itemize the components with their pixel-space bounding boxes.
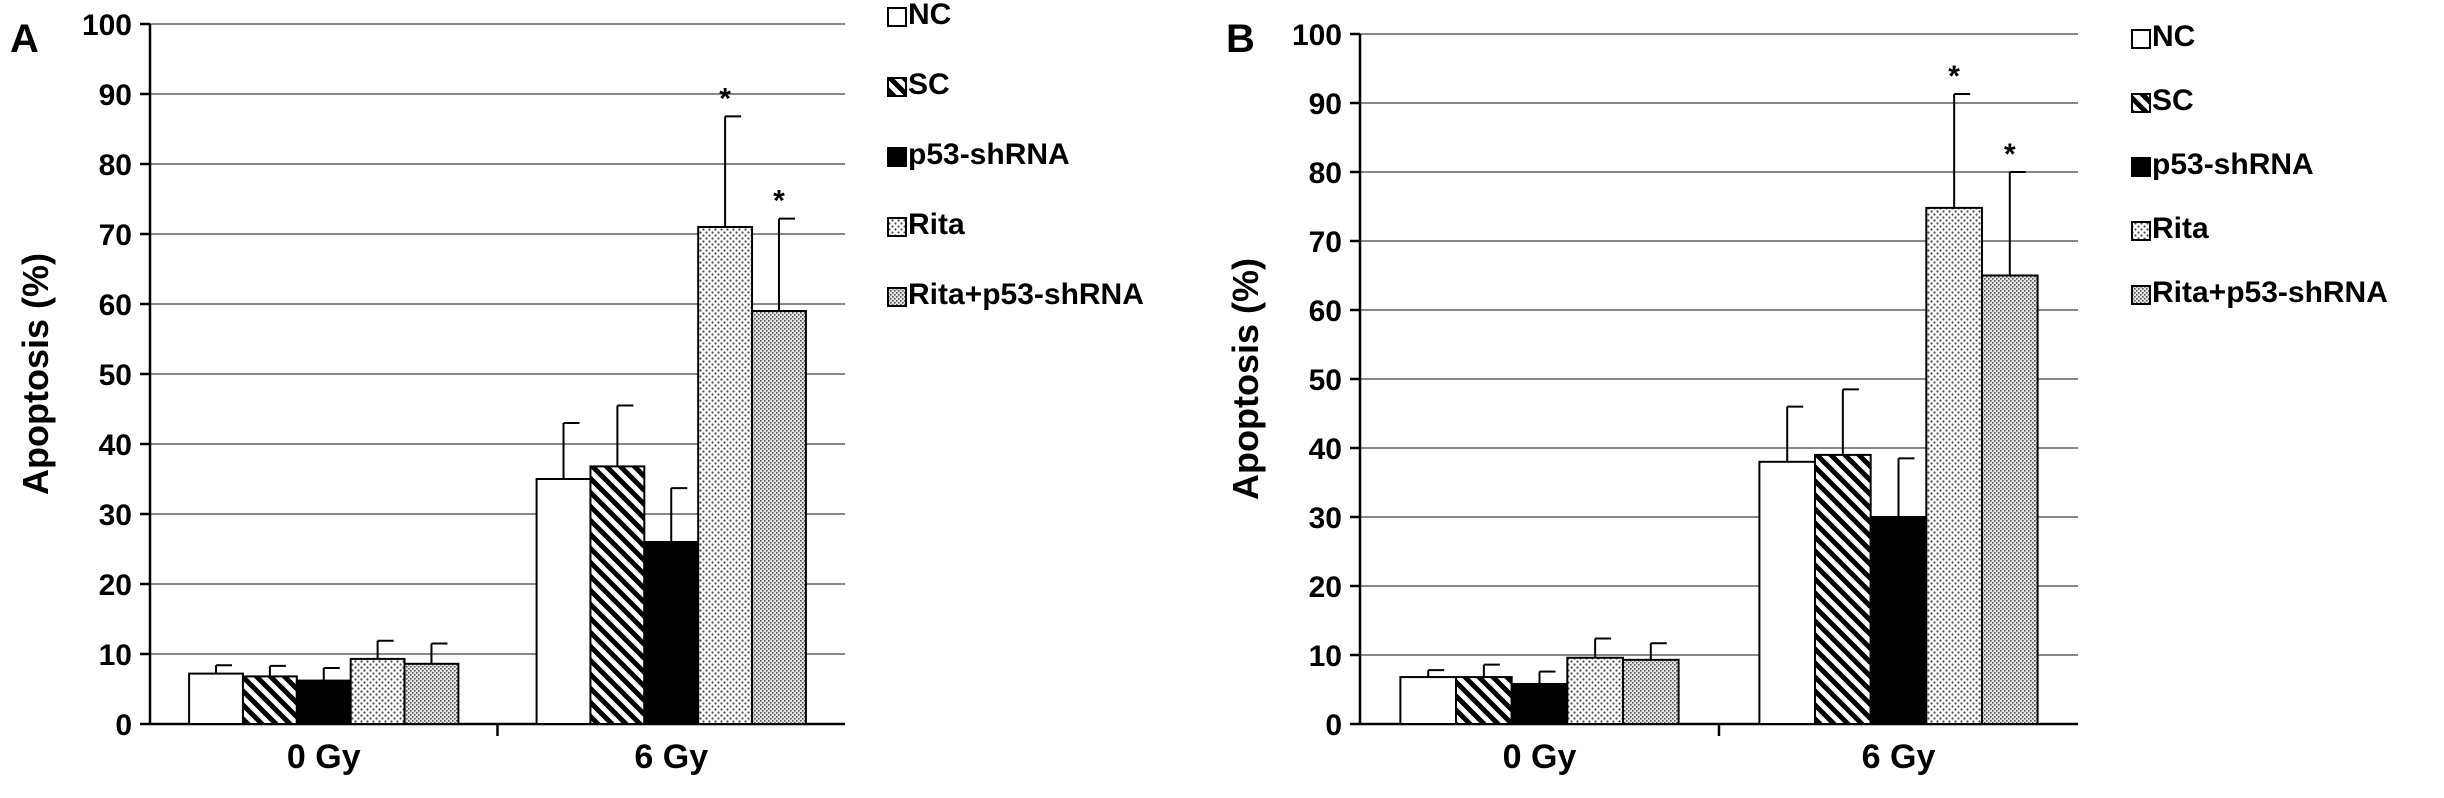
legend-swatch bbox=[2131, 221, 2151, 241]
bar-rita-p53-shrna-6gy bbox=[1980, 274, 2039, 725]
y-tick-label: 80 bbox=[1309, 157, 1342, 190]
y-tick-label: 20 bbox=[1309, 571, 1342, 604]
y-tick-label: 40 bbox=[99, 429, 132, 462]
y-tick-label: 90 bbox=[1309, 88, 1342, 121]
legend-label: NC bbox=[908, 0, 951, 31]
chart-panel-a: A 0 10 20 30 40 50 60 70 80 90 100 Apoptosis (%) 0 Gy… bbox=[10, 0, 1144, 776]
legend-swatch bbox=[887, 7, 907, 27]
y-tick-label: 50 bbox=[1309, 364, 1342, 397]
legend-swatch bbox=[2131, 285, 2151, 305]
legend-swatch bbox=[2131, 157, 2151, 177]
legend-label: p53-shRNA bbox=[908, 138, 1070, 171]
y-tick-label: 30 bbox=[1309, 502, 1342, 535]
y-tick-label: 80 bbox=[99, 149, 132, 182]
bar-nc-0gy bbox=[1399, 676, 1458, 726]
chart-svg-a: A 0 10 20 30 40 50 60 70 80 90 100 Apoptosis (%) 0 Gy… bbox=[10, 0, 1144, 776]
bar-rita-p53-shrna-6gy bbox=[751, 310, 807, 725]
y-tick-label: 90 bbox=[99, 79, 132, 112]
legend-label: Rita+p53-shRNA bbox=[908, 278, 1144, 311]
legend-swatch bbox=[2131, 29, 2151, 49]
bar-sc-0gy bbox=[1455, 676, 1513, 726]
bar-rita-0gy bbox=[1566, 656, 1624, 726]
y-tick-label: 50 bbox=[99, 359, 132, 392]
x-tick-label: 0 Gy bbox=[287, 738, 361, 776]
bar-rita-6gy bbox=[697, 226, 754, 725]
legend-label: NC bbox=[2152, 20, 2195, 53]
bar-sc-6gy bbox=[1814, 453, 1872, 725]
chart-svg-b: B 0 10 20 30 40 50 60 70 80 90 100 Apoptosis (%) 0 Gy… bbox=[1225, 17, 2388, 776]
y-tick-label: 60 bbox=[99, 289, 132, 322]
y-tick-label: 10 bbox=[99, 639, 132, 672]
y-tick-label: 60 bbox=[1309, 295, 1342, 328]
legend-swatch bbox=[2131, 93, 2151, 113]
x-tick-label: 6 Gy bbox=[1862, 738, 1936, 776]
bar-sc-6gy bbox=[589, 465, 646, 725]
bar-p53-shrna-0gy bbox=[295, 679, 352, 725]
legend-label: p53-shRNA bbox=[2152, 148, 2314, 181]
bar-p53-shrna-6gy bbox=[643, 541, 700, 725]
x-tick-label: 6 Gy bbox=[634, 738, 708, 776]
panel-label: A bbox=[10, 17, 39, 61]
legend-label: Rita bbox=[2152, 212, 2209, 245]
bar-p53-shrna-0gy bbox=[1510, 682, 1569, 725]
legend-label: Rita+p53-shRNA bbox=[2152, 276, 2388, 309]
significance-marker: * bbox=[773, 185, 785, 218]
y-tick-label: 100 bbox=[82, 9, 132, 42]
significance-marker: * bbox=[2004, 138, 2016, 171]
bar-p53-shrna-6gy bbox=[1869, 516, 1928, 725]
bar-nc-6gy bbox=[535, 478, 592, 725]
significance-marker: * bbox=[1948, 60, 1960, 93]
y-tick-label: 100 bbox=[1292, 19, 1342, 52]
legend-label: SC bbox=[908, 68, 950, 101]
bar-nc-0gy bbox=[188, 672, 244, 725]
panel-label: B bbox=[1226, 17, 1255, 61]
bar-sc-0gy bbox=[241, 675, 298, 726]
x-tick-label: 0 Gy bbox=[1503, 738, 1577, 776]
legend-swatch bbox=[887, 77, 907, 97]
y-axis-label: Apoptosis (%) bbox=[15, 253, 56, 495]
legend-swatch bbox=[887, 217, 907, 237]
bar-rita-6gy bbox=[1925, 206, 1983, 725]
y-tick-label: 40 bbox=[1309, 433, 1342, 466]
chart-panel-b: B 0 10 20 30 40 50 60 70 80 90 100 Apoptosis (%) 0 Gy… bbox=[1222, 0, 2444, 798]
y-tick-label: 70 bbox=[1309, 226, 1342, 259]
legend-label: Rita bbox=[908, 208, 965, 241]
y-tick-label: 20 bbox=[99, 569, 132, 602]
bar-nc-6gy bbox=[1758, 460, 1817, 725]
significance-marker: * bbox=[719, 82, 731, 115]
bar-rita-0gy bbox=[349, 657, 406, 726]
legend-label: SC bbox=[2152, 84, 2194, 117]
y-tick-label: 10 bbox=[1309, 640, 1342, 673]
bar-rita-p53-shrna-0gy bbox=[1621, 658, 1680, 726]
y-tick-label: 0 bbox=[115, 709, 132, 742]
y-tick-label: 30 bbox=[99, 499, 132, 532]
y-axis-label: Apoptosis (%) bbox=[1225, 258, 1266, 500]
legend-swatch bbox=[887, 287, 907, 307]
legend-swatch bbox=[887, 147, 907, 167]
y-tick-label: 70 bbox=[99, 219, 132, 252]
y-tick-label: 0 bbox=[1325, 709, 1342, 742]
bar-rita-p53-shrna-0gy bbox=[403, 662, 460, 725]
